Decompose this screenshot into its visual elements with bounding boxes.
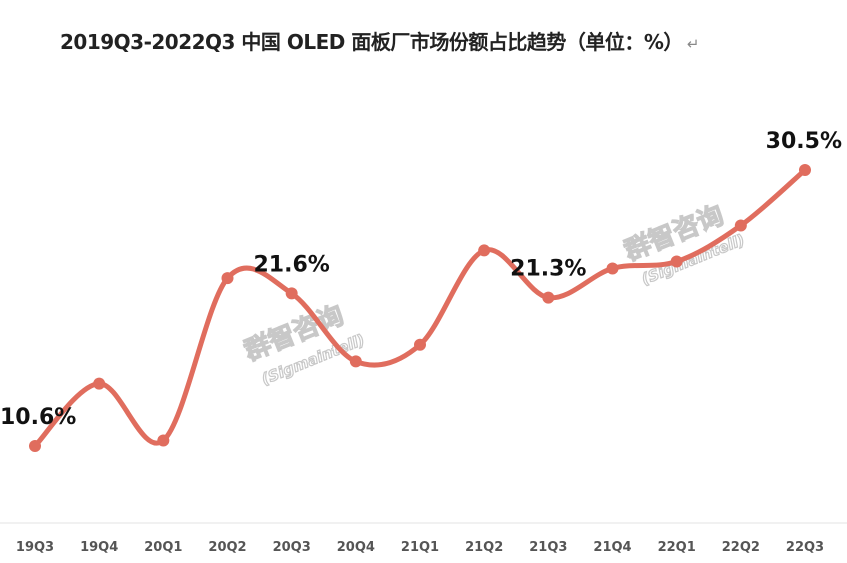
- x-tick-label: 22Q3: [786, 540, 824, 555]
- data-point-19Q4: [93, 377, 106, 390]
- data-point-19Q3: [29, 440, 41, 452]
- data-point-22Q2: [734, 219, 747, 232]
- chart-title: 2019Q3-2022Q3 中国 OLED 面板厂市场份额占比趋势（单位：%） ↵: [60, 26, 760, 55]
- data-point-20Q2: [221, 272, 234, 285]
- x-tick-label: 20Q3: [273, 540, 311, 555]
- x-tick-label: 21Q3: [529, 540, 567, 555]
- x-tick-label: 20Q2: [208, 540, 246, 555]
- watermark-1: 群智咨询 (Sigmaintell): [238, 299, 367, 389]
- x-tick-label: 21Q4: [593, 540, 631, 555]
- data-point-21Q1: [414, 338, 426, 351]
- x-tick-label: 19Q4: [80, 540, 118, 555]
- data-label: 30.5%: [766, 129, 842, 154]
- data-point-20Q4: [349, 355, 362, 368]
- chart-title-text: 2019Q3-2022Q3 中国 OLED 面板厂市场份额占比趋势（单位：%）: [60, 30, 683, 54]
- data-label: 21.6%: [254, 252, 330, 277]
- x-tick-label: 19Q3: [16, 540, 54, 555]
- data-label: 10.6%: [0, 405, 76, 430]
- data-point-21Q3: [542, 291, 555, 304]
- data-point-21Q2: [478, 244, 491, 257]
- x-tick-label: 22Q2: [722, 540, 760, 555]
- data-point-20Q3: [285, 287, 298, 300]
- watermark-2: 群智咨询 (Sigmaintell): [618, 199, 747, 289]
- x-tick-label: 20Q4: [337, 540, 375, 555]
- x-tick-label: 21Q2: [465, 540, 503, 555]
- data-label: 21.3%: [510, 257, 586, 282]
- x-tick-label: 21Q1: [401, 540, 439, 555]
- data-point-21Q4: [606, 262, 619, 275]
- data-point-20Q1: [157, 434, 170, 447]
- return-mark: ↵: [686, 35, 700, 53]
- data-point-22Q1: [670, 255, 683, 268]
- x-tick-label: 22Q1: [658, 540, 696, 555]
- x-tick-label: 20Q1: [144, 540, 182, 555]
- data-point-22Q3: [799, 163, 811, 176]
